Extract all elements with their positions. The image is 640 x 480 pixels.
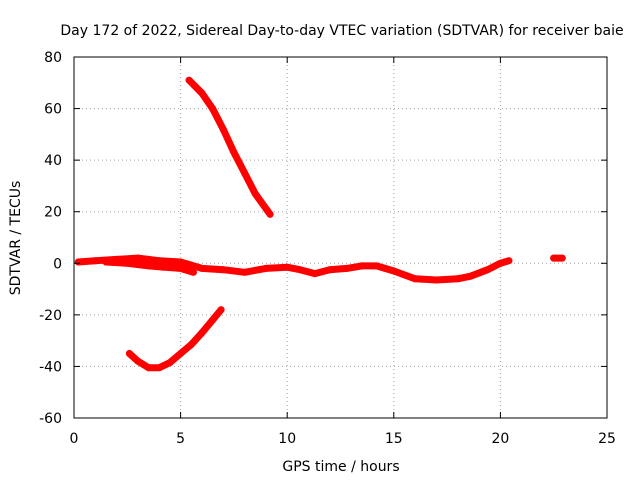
series-descending-arc	[185, 76, 274, 218]
x-axis-label: GPS time / hours	[282, 459, 399, 475]
data-point	[155, 257, 163, 265]
data-point	[558, 254, 566, 262]
x-tick-label: 10	[278, 431, 296, 447]
y-tick-label: 40	[44, 153, 62, 169]
data-point	[550, 254, 558, 262]
y-tick-label: 0	[53, 256, 62, 272]
data-point	[125, 350, 133, 357]
data-point	[74, 258, 82, 266]
data-point	[219, 266, 227, 274]
axis-ticks	[73, 56, 608, 419]
series-lower-arc	[125, 306, 225, 372]
data-point	[505, 257, 513, 265]
data-point	[123, 259, 131, 267]
data-point	[484, 266, 492, 274]
data-point	[390, 267, 398, 275]
y-axis-label: SDTVAR / TECUs	[8, 181, 24, 296]
y-tick-label: -60	[39, 411, 62, 427]
series-main-track-lower-branch	[102, 258, 197, 276]
series-short-segment	[550, 254, 566, 262]
data-point	[343, 264, 351, 272]
series-layer	[74, 76, 566, 372]
y-tick-labels: -60 -40 -20 0 20 40 60 80	[39, 50, 62, 427]
y-tick-label: 60	[44, 102, 62, 118]
data-point	[102, 258, 110, 266]
data-point	[373, 262, 381, 270]
data-point	[91, 257, 99, 265]
x-tick-labels: 0 5 10 15 20 25	[70, 431, 616, 447]
data-point	[432, 276, 440, 284]
data-point	[185, 76, 193, 84]
x-tick-label: 20	[491, 431, 509, 447]
data-point	[311, 270, 319, 278]
y-tick-label: 80	[44, 50, 62, 66]
series-line	[125, 306, 225, 372]
y-tick-label: -20	[39, 308, 62, 324]
x-tick-label: 0	[70, 431, 79, 447]
data-point	[251, 190, 259, 198]
data-point	[198, 264, 206, 272]
data-point	[198, 89, 206, 97]
data-point	[230, 148, 238, 156]
data-point	[262, 264, 270, 272]
x-tick-label: 15	[385, 431, 403, 447]
y-tick-label: -40	[39, 359, 62, 375]
x-tick-label: 5	[176, 431, 185, 447]
data-point	[145, 364, 153, 372]
data-point	[241, 268, 249, 276]
data-point	[145, 262, 153, 270]
data-point	[166, 359, 174, 367]
x-tick-label: 25	[598, 431, 616, 447]
data-point	[296, 266, 304, 274]
data-point	[496, 259, 504, 267]
data-point	[217, 306, 225, 314]
data-point	[187, 341, 195, 348]
data-point	[209, 316, 217, 324]
plot-frame	[73, 56, 608, 419]
data-point	[266, 210, 274, 218]
data-point	[209, 105, 217, 113]
chart-title: Day 172 of 2022, Sidereal Day-to-day VTE…	[60, 23, 623, 39]
y-tick-label: 20	[44, 205, 62, 221]
data-point	[177, 350, 185, 357]
data-point	[177, 258, 185, 266]
data-point	[326, 266, 334, 274]
data-point	[177, 264, 185, 272]
data-point	[155, 364, 163, 372]
data-point	[189, 268, 197, 276]
data-point	[467, 272, 475, 280]
data-point	[358, 262, 366, 270]
data-point	[454, 275, 462, 283]
data-point	[219, 125, 227, 133]
data-point	[198, 329, 206, 337]
data-point	[134, 357, 142, 365]
data-point	[411, 275, 419, 283]
data-point	[160, 263, 167, 271]
data-point	[283, 263, 291, 271]
data-point	[241, 169, 249, 177]
data-point	[134, 254, 142, 262]
